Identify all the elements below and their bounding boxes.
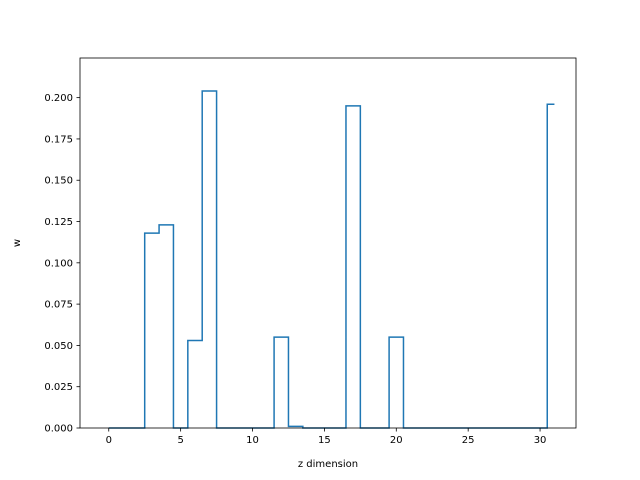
y-tick-label: 0.100 — [44, 258, 73, 269]
x-tick-label: 0 — [106, 435, 112, 446]
y-tick-label: 0.125 — [44, 217, 73, 228]
y-tick-label: 0.075 — [44, 300, 73, 311]
x-axis-label: z dimension — [298, 459, 358, 470]
plot-area — [80, 58, 576, 428]
y-tick-label: 0.025 — [44, 382, 73, 393]
x-axis-ticks: 0 5 10 15 20 25 30 — [106, 428, 547, 446]
x-tick-label: 25 — [462, 435, 475, 446]
x-tick-label: 20 — [390, 435, 403, 446]
y-tick-label: 0.150 — [44, 176, 73, 187]
x-tick-label: 5 — [177, 435, 183, 446]
y-tick-label: 0.000 — [44, 424, 73, 435]
y-tick-label: 0.200 — [44, 93, 73, 104]
y-tick-label: 0.175 — [44, 134, 73, 145]
y-axis-label: w — [12, 239, 23, 247]
x-tick-label: 15 — [318, 435, 331, 446]
y-tick-label: 0.050 — [44, 341, 73, 352]
x-tick-label: 30 — [534, 435, 547, 446]
plot-frame — [79, 57, 577, 429]
y-axis-ticks: 0.000 0.025 0.050 0.075 0.100 0.125 0.150 0.175… — [44, 93, 80, 435]
x-tick-label: 10 — [246, 435, 259, 446]
